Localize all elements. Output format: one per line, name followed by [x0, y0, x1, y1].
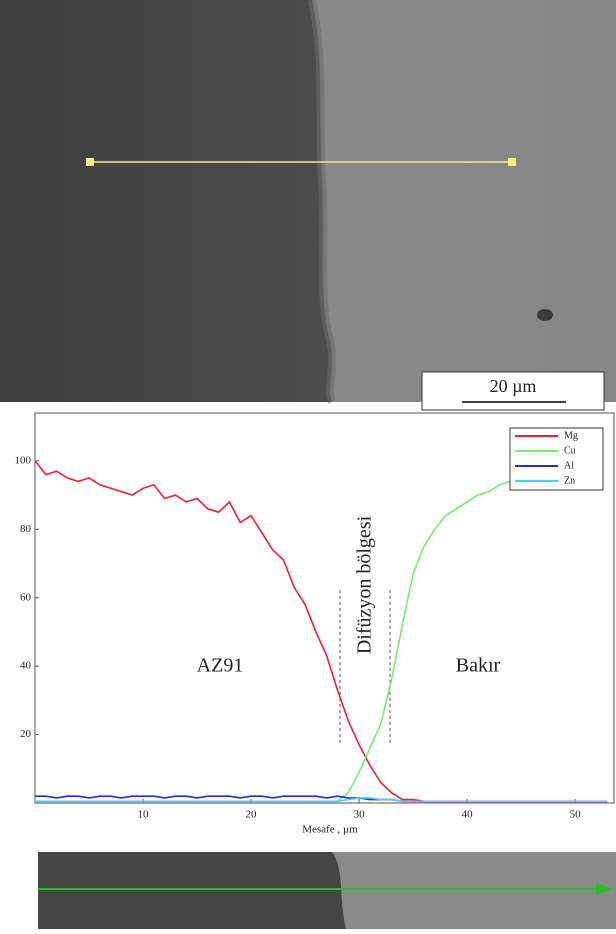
legend-label: Zn: [564, 475, 575, 486]
x-axis-label: Mesafe , µm: [302, 824, 358, 836]
annotation: Difüzyon bölgesi: [354, 515, 376, 654]
sem-strip: [38, 852, 616, 929]
y-tick-label: 20: [20, 728, 32, 740]
x-tick-label: 20: [246, 809, 258, 821]
sem-image: 20 µm: [0, 0, 616, 411]
legend-label: Mg: [564, 430, 578, 441]
x-tick-label: 30: [354, 809, 366, 821]
annotation: Bakır: [456, 655, 501, 677]
x-tick-label: 50: [570, 809, 582, 821]
y-tick-label: 100: [15, 454, 32, 466]
legend-label: Cu: [564, 445, 576, 456]
annotation: AZ91: [197, 655, 244, 677]
legend-box: [509, 427, 604, 491]
diffusion-zone-lines: [339, 590, 391, 745]
scale-bar-label: 20 µm: [490, 376, 537, 396]
series-line: [35, 797, 608, 803]
x-tick-label: 10: [138, 809, 150, 821]
y-tick-label: 80: [20, 523, 32, 535]
y-tick-label: 60: [20, 591, 32, 603]
x-tick-label: 40: [462, 809, 474, 821]
y-tick-label: 40: [20, 660, 32, 672]
legend-label: Al: [564, 460, 574, 471]
